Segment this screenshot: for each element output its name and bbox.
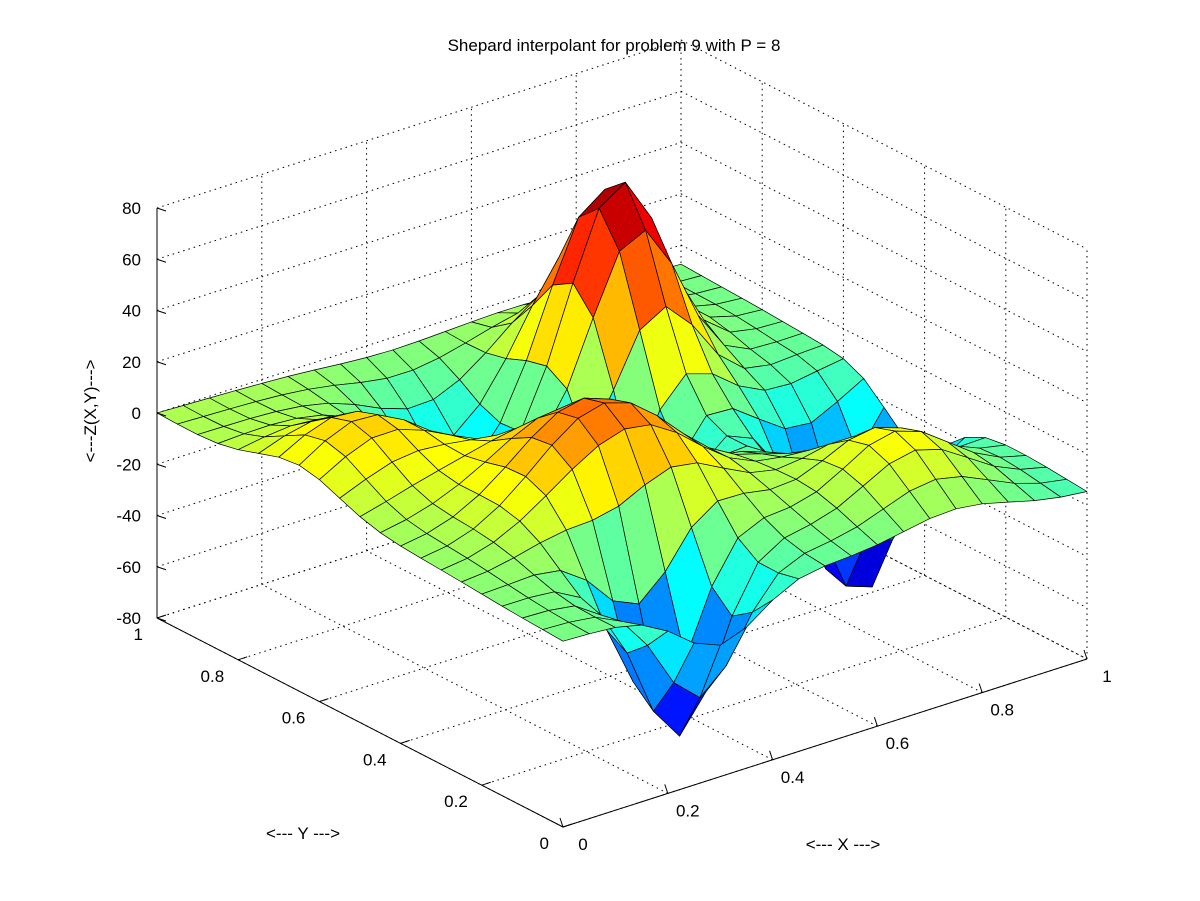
z-tick-mark xyxy=(156,207,167,212)
x-tick-label: 0 xyxy=(578,835,587,854)
x-tick-label: 1 xyxy=(1102,667,1111,686)
grid-line-z-side xyxy=(680,142,1088,352)
y-tick-label: 1 xyxy=(134,625,143,644)
grid-line-z-side xyxy=(680,244,1088,455)
z-tick-mark xyxy=(156,617,167,622)
grid-line-z-side xyxy=(680,39,1088,250)
y-axis-line xyxy=(156,617,564,828)
grid-line-y-floor xyxy=(481,616,1006,786)
y-tick-label: 0.8 xyxy=(201,667,225,686)
grid-line-z-side xyxy=(680,90,1088,301)
z-tick-label: 80 xyxy=(122,199,141,218)
x-axis-line xyxy=(562,658,1088,828)
y-tick-mark xyxy=(562,823,573,828)
x-tick-mark xyxy=(664,784,669,794)
z-tick-mark xyxy=(156,310,167,314)
grid-line-z-back xyxy=(156,142,682,311)
x-axis-label: <--- X ---> xyxy=(806,835,881,854)
z-tick-label: -80 xyxy=(116,609,141,628)
x-tick-label: 0.2 xyxy=(676,801,700,820)
z-axis-label: <---Z(X,Y)---> xyxy=(81,359,100,462)
z-tick-mark xyxy=(156,361,167,366)
x-tick-mark xyxy=(873,717,878,727)
x-tick-label: 0.6 xyxy=(886,734,910,753)
y-tick-mark xyxy=(156,614,167,619)
grid-line-z-side xyxy=(680,193,1088,404)
x-tick-mark xyxy=(978,683,983,693)
y-tick-mark xyxy=(481,781,491,786)
grid-line-x-floor xyxy=(261,583,669,794)
axes-frame xyxy=(156,207,1088,828)
surface-face xyxy=(542,621,590,642)
x-tick-mark xyxy=(559,817,564,828)
z-tick-mark xyxy=(156,515,167,519)
x-tick-mark xyxy=(1083,649,1088,660)
y-tick-mark xyxy=(238,656,248,661)
grid-line-z-side xyxy=(680,398,1088,609)
grid-line-x-floor xyxy=(366,550,773,761)
x-tick-label: 0.4 xyxy=(781,768,805,787)
y-tick-mark xyxy=(400,739,410,744)
z-tick-label: 40 xyxy=(122,302,141,321)
y-tick-mark xyxy=(319,698,329,703)
z-tick-label: 60 xyxy=(122,250,141,269)
grid-line-z-side xyxy=(680,347,1088,557)
x-tick-label: 0.8 xyxy=(990,701,1014,720)
x-tick-mark xyxy=(769,750,774,760)
grid-line-z-back xyxy=(156,193,682,363)
tick-labels: 00.20.40.60.8100.20.40.60.81-80-60-40-20… xyxy=(116,199,1111,854)
z-tick-mark xyxy=(156,258,167,263)
z-tick-label: -40 xyxy=(116,507,141,526)
z-tick-label: 20 xyxy=(122,353,141,372)
z-tick-label: -60 xyxy=(116,558,141,577)
z-tick-mark xyxy=(156,412,167,417)
y-axis-label: <--- Y ---> xyxy=(266,824,340,843)
chart-title: Shepard interpolant for problem 9 with P… xyxy=(448,36,781,55)
y-tick-label: 0.2 xyxy=(444,792,468,811)
grid-line-z-back xyxy=(156,244,682,414)
grid-line-z-back xyxy=(156,39,682,209)
y-tick-label: 0.4 xyxy=(363,750,387,769)
surface-mesh xyxy=(156,181,1088,737)
y-tick-label: 0.6 xyxy=(282,709,306,728)
z-tick-mark xyxy=(156,566,167,571)
grid-line-z-back xyxy=(156,90,682,260)
z-tick-label: 0 xyxy=(132,404,141,423)
z-tick-label: -20 xyxy=(116,455,141,474)
grid-line-z-side xyxy=(680,449,1088,660)
y-tick-label: 0 xyxy=(540,834,549,853)
z-tick-mark xyxy=(156,463,167,468)
